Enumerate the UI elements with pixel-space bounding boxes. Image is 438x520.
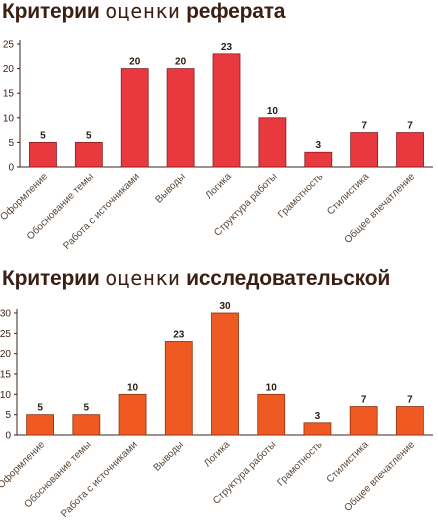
chart-2-bar [118, 393, 147, 436]
chart-2-bar [164, 341, 193, 436]
chart-2-bar-value: 30 [219, 301, 231, 312]
chart-2-bar-value: 23 [173, 329, 185, 340]
chart-1-y-tick-label: 15 [3, 89, 15, 100]
chart-2-category-label: Стилистика [325, 439, 371, 485]
chart-2-bar [257, 393, 286, 436]
chart-2-bar [72, 414, 101, 436]
chart-1-category-label: Оформление [0, 170, 50, 223]
chart-1-bar-value: 5 [86, 130, 92, 141]
chart-2-bar-value: 10 [266, 382, 278, 393]
chart-2-bar-value: 5 [37, 403, 43, 414]
chart-1-bar [29, 142, 57, 168]
chart-1-y-tick-label: 5 [8, 138, 14, 149]
chart-1-bar [166, 68, 195, 168]
chart-2-category-label: Выводы [152, 439, 186, 473]
chart-2-bar-value: 7 [361, 395, 367, 406]
chart-2-bar-value: 7 [407, 395, 413, 406]
chart-2-category-label: Логика [202, 439, 232, 469]
chart-1-title-part3: реферата [186, 0, 286, 23]
chart-1-bar-value: 20 [175, 57, 187, 68]
chart-1-bar [396, 132, 424, 168]
chart-2-category-label: Оформление [0, 438, 48, 491]
chart-2-title-part1: Критерии [2, 267, 100, 290]
chart-1-category-label: Логика [204, 171, 234, 201]
chart-2-y-tick-label: 15 [0, 370, 11, 381]
chart-2-title: Критерии оценки исследовательской [2, 266, 390, 291]
chart-1-bar [304, 151, 333, 168]
chart-2-bar-value: 3 [315, 411, 321, 422]
chart-2-bar [303, 422, 332, 436]
chart-2-bar [349, 406, 378, 436]
chart-1-bar [212, 53, 241, 168]
chart-2-title-part2: оценки [105, 266, 181, 290]
chart-2-bar [395, 406, 424, 436]
chart-2-category-label: Грамотность [275, 439, 324, 488]
chart-1-title: Критерии оценки реферата [2, 0, 285, 24]
chart-1-bar-value: 20 [129, 57, 141, 68]
chart-1-bar-value: 7 [407, 121, 413, 132]
chart-1-title-part1: Критерии [2, 0, 100, 23]
chart-1-category-label: Стилистика [325, 171, 371, 217]
chart-1-category-label: Работа с источниками [61, 171, 142, 252]
chart-1-bar [74, 142, 103, 168]
chart-2-y-tick-label: 25 [0, 329, 11, 340]
chart-2-bar [211, 312, 239, 436]
chart-2-bar-value: 5 [84, 403, 90, 414]
chart-2-y-tick-label: 20 [0, 349, 11, 360]
chart-2-y-tick-label: 0 [5, 431, 11, 442]
chart-1-y-tick-label: 10 [3, 113, 15, 124]
chart-2-bar [26, 414, 55, 436]
chart-2-y-tick-label: 10 [0, 390, 11, 401]
chart-2-bar-value: 10 [127, 382, 139, 393]
chart-1-bar-value: 3 [315, 140, 321, 151]
chart-1-y-tick-label: 0 [8, 163, 14, 174]
chart-1-bar-value: 5 [40, 130, 46, 141]
chart-1-category-label: Выводы [153, 171, 187, 205]
chart-1-bar [350, 132, 379, 168]
chart-1-category-label: Грамотность [276, 171, 325, 220]
chart-1-title-part2: оценки [105, 0, 181, 23]
chart-2-y-tick-label: 30 [0, 309, 11, 320]
chart-2-title-part3: исследовательской [186, 267, 391, 290]
chart-1-bar-value: 10 [267, 106, 279, 117]
chart-2-y-tick-label: 5 [5, 410, 11, 421]
chart-1-bar [258, 117, 287, 168]
chart-1-bar-value: 23 [221, 42, 233, 53]
chart-1-bar [120, 68, 149, 168]
chart-2-category-label: Работа с источниками [58, 439, 139, 520]
chart-1-y-tick-label: 25 [3, 40, 15, 51]
chart-1-y-tick-label: 20 [3, 64, 15, 75]
chart-1-bar-value: 7 [361, 121, 367, 132]
